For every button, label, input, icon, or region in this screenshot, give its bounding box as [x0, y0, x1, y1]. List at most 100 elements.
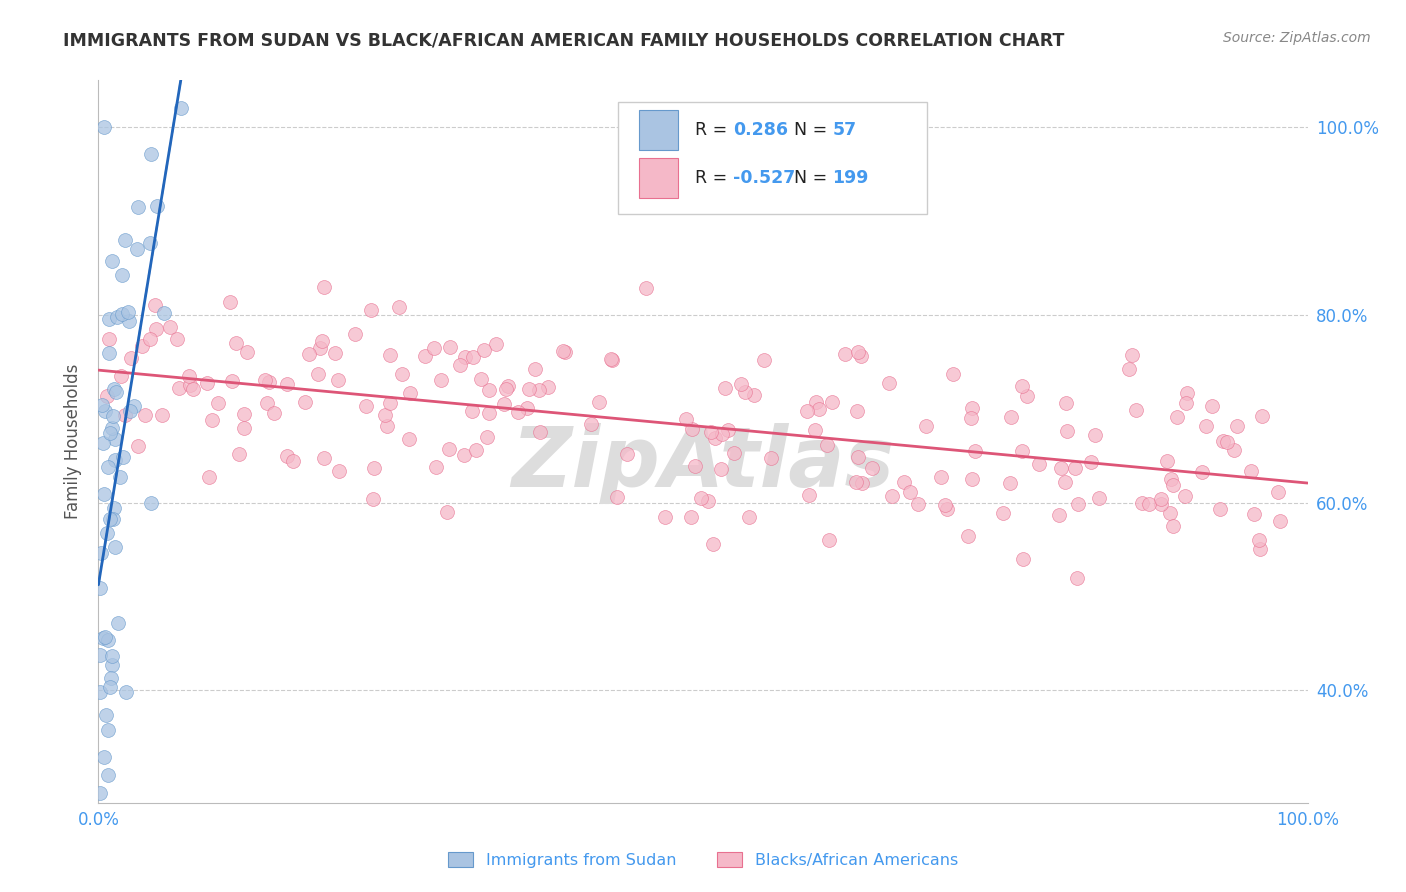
Point: [702, 536, 724, 550]
Point: [276, 376, 298, 391]
Point: [111, 268, 134, 282]
Point: [97, 345, 120, 359]
Point: [1137, 497, 1160, 511]
Point: [197, 470, 219, 484]
Point: [1160, 472, 1182, 486]
Point: [942, 368, 965, 382]
Point: [256, 396, 278, 410]
Point: [97, 460, 120, 475]
Point: [93, 486, 115, 500]
Point: [935, 501, 957, 516]
Point: [752, 352, 775, 367]
Point: [683, 459, 706, 474]
Point: [1226, 418, 1249, 433]
FancyBboxPatch shape: [619, 102, 927, 214]
Point: [498, 379, 520, 393]
Point: [167, 381, 190, 395]
Point: [606, 490, 628, 504]
Point: [929, 470, 952, 484]
Point: [849, 349, 872, 363]
Text: 57: 57: [832, 120, 856, 138]
Point: [634, 281, 657, 295]
Point: [1250, 409, 1272, 424]
Point: [934, 498, 956, 512]
Point: [98, 512, 121, 526]
Point: [1174, 396, 1197, 410]
Point: [94, 404, 117, 418]
Point: [1084, 427, 1107, 442]
Point: [697, 494, 720, 508]
Point: [170, 102, 193, 116]
Point: [391, 368, 413, 382]
Point: [730, 376, 752, 391]
Point: [378, 348, 401, 362]
Point: [846, 344, 869, 359]
Point: [616, 446, 638, 460]
Point: [97, 633, 120, 648]
Point: [1125, 403, 1147, 417]
Point: [1130, 496, 1153, 510]
Point: [846, 403, 869, 417]
Point: [710, 461, 733, 475]
Point: [1209, 502, 1232, 516]
Point: [127, 242, 149, 256]
Point: [232, 421, 254, 435]
Text: N =: N =: [793, 169, 832, 187]
Point: [104, 384, 127, 399]
Point: [1015, 389, 1038, 403]
Point: [815, 438, 838, 452]
Point: [360, 302, 382, 317]
Point: [993, 506, 1015, 520]
Point: [309, 341, 332, 355]
Point: [89, 581, 111, 595]
Point: [1161, 518, 1184, 533]
Point: [139, 147, 162, 161]
Point: [422, 341, 444, 355]
Point: [363, 461, 385, 475]
Point: [1194, 418, 1216, 433]
Point: [110, 369, 132, 384]
Point: [111, 307, 134, 321]
Point: [804, 423, 827, 437]
Point: [516, 401, 538, 415]
Point: [398, 433, 420, 447]
Point: [143, 298, 166, 312]
Point: [1080, 455, 1102, 469]
Point: [485, 336, 508, 351]
Point: [554, 345, 576, 359]
Point: [1054, 396, 1077, 410]
Point: [98, 332, 121, 346]
Point: [1067, 497, 1090, 511]
Point: [1012, 552, 1035, 566]
Point: [654, 510, 676, 524]
Point: [89, 546, 111, 560]
Bar: [638, 110, 678, 150]
Point: [218, 294, 240, 309]
Point: [195, 376, 218, 391]
Point: [1087, 491, 1109, 505]
Point: [233, 407, 256, 421]
Point: [1028, 457, 1050, 471]
Point: [846, 450, 869, 464]
Point: [437, 442, 460, 456]
Point: [960, 472, 983, 486]
Point: [283, 453, 305, 467]
Point: [103, 501, 125, 516]
Point: [263, 405, 285, 419]
Point: [478, 384, 501, 398]
Point: [361, 492, 384, 507]
Point: [1212, 434, 1234, 448]
Point: [115, 685, 138, 699]
Point: [1166, 409, 1188, 424]
Point: [101, 512, 124, 526]
Point: [307, 367, 329, 381]
Point: [114, 233, 136, 247]
Point: [1161, 477, 1184, 491]
Point: [375, 418, 398, 433]
Point: [90, 398, 112, 412]
Point: [97, 311, 120, 326]
Text: 0.286: 0.286: [734, 120, 789, 138]
Point: [461, 403, 484, 417]
Point: [742, 388, 765, 402]
Point: [1223, 443, 1246, 458]
